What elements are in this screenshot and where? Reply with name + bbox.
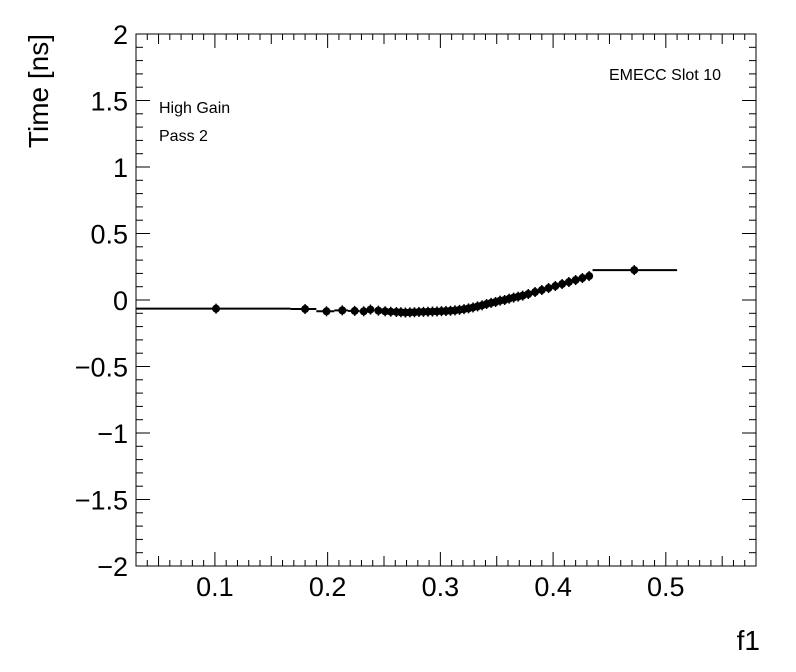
y-tick-label: −2 xyxy=(97,552,128,582)
x-tick-label: 0.2 xyxy=(309,572,347,602)
data-point xyxy=(350,306,359,315)
x-tick-label: 0.5 xyxy=(647,572,685,602)
data-point xyxy=(551,282,560,291)
x-tick-label: 0.1 xyxy=(196,572,234,602)
y-tick-label: −0.5 xyxy=(75,353,128,383)
data-point xyxy=(585,272,594,281)
annotation-gain: High Gain xyxy=(159,100,230,117)
y-axis-title: Time [ns] xyxy=(23,34,54,148)
data-point xyxy=(578,274,587,283)
data-point xyxy=(531,288,540,297)
y-tick-label: 1 xyxy=(113,153,128,183)
y-tick-label: −1.5 xyxy=(75,486,128,516)
annotation-pass: Pass 2 xyxy=(159,128,208,145)
data-point xyxy=(386,307,395,316)
axis-ticks xyxy=(135,33,757,567)
data-point xyxy=(366,305,375,314)
x-tick-labels: 0.1 0.2 0.3 0.4 0.5 xyxy=(196,572,684,602)
data-point xyxy=(322,307,331,316)
y-tick-labels: −2 −1.5 −1 −0.5 0 0.5 1 1.5 2 xyxy=(75,20,128,582)
y-tick-label: 0 xyxy=(113,286,128,316)
data-point xyxy=(359,307,368,316)
data-point xyxy=(571,276,580,285)
data-point xyxy=(564,278,573,287)
data-point xyxy=(301,305,310,314)
data-marks xyxy=(136,265,678,318)
y-tick-label: 1.5 xyxy=(90,87,128,117)
data-point xyxy=(630,266,639,275)
annotation-slot: EMECC Slot 10 xyxy=(609,67,721,84)
data-point xyxy=(558,280,567,289)
x-tick-label: 0.3 xyxy=(422,572,460,602)
data-point xyxy=(212,304,221,313)
y-tick-label: −1 xyxy=(97,419,128,449)
data-point xyxy=(537,286,546,295)
data-point xyxy=(374,306,383,315)
data-point xyxy=(524,290,533,299)
data-point xyxy=(338,306,347,315)
y-tick-label: 0.5 xyxy=(90,220,128,250)
data-point xyxy=(544,284,553,293)
y-tick-label: 2 xyxy=(113,20,128,50)
x-tick-label: 0.4 xyxy=(534,572,572,602)
x-axis-title: f1 xyxy=(737,625,760,656)
